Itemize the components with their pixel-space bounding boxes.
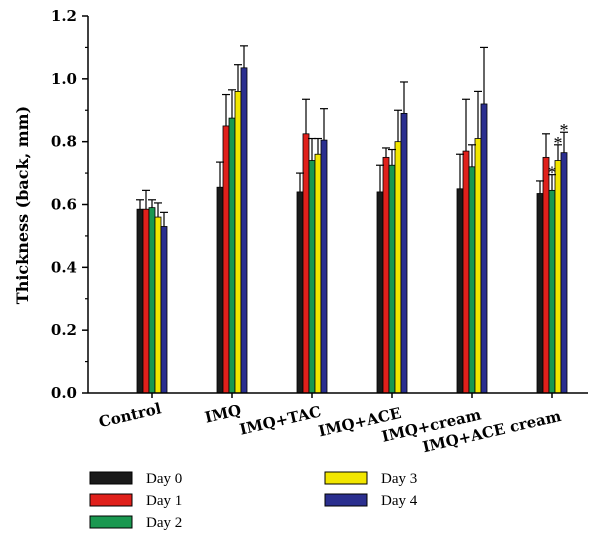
bar-imq-cream-day-0 [456, 188, 464, 394]
y-tick-label: 0.2 [51, 321, 77, 339]
y-tick-label: 0.0 [51, 384, 77, 402]
legend-label: Day 2 [146, 515, 182, 531]
bar-imq-ace-cream-day-2 [548, 189, 556, 394]
significance-markers: *** [548, 120, 569, 182]
bar-imq-ace-day-4 [400, 112, 408, 394]
legend-label: Day 0 [146, 471, 182, 487]
significance-star: * [560, 120, 569, 140]
x-axis: Control IMQIMQ+TACIMQ+ACEIMQ+creamIMQ+ACE… [88, 392, 588, 456]
bar-imq-cream-day-4 [480, 103, 488, 394]
x-category-label: IMQ [203, 401, 243, 427]
legend-swatch-day-4 [324, 493, 368, 507]
bar-imq-day-2 [228, 117, 236, 394]
bar-imq-day-0 [216, 186, 224, 394]
bar-imq-day-1 [222, 125, 230, 394]
legend-swatch-day-0 [89, 471, 133, 485]
bar-imq-day-4 [240, 67, 248, 394]
error-bars [136, 45, 568, 227]
y-tick-label: 0.6 [51, 196, 77, 214]
bar-imq-tac-day-0 [296, 191, 304, 394]
bar-imq-ace-day-0 [376, 191, 384, 394]
bar-imq-cream-day-1 [462, 150, 470, 394]
legend-label: Day 4 [381, 493, 418, 509]
y-axis-title: Thickness (back, mm) [13, 106, 32, 304]
bar-imq-ace-day-1 [382, 156, 390, 394]
x-category-label: IMQ+TAC [238, 402, 323, 438]
legend-label: Day 1 [146, 493, 182, 509]
bar-imq-ace-day-2 [388, 164, 396, 394]
legend-swatch-day-3 [324, 471, 368, 485]
bar-imq-ace-cream-day-4 [560, 152, 568, 394]
y-tick-label: 1.0 [51, 70, 77, 88]
legend-swatch-day-2 [89, 515, 133, 529]
significance-star: * [554, 133, 563, 153]
bar-control-day-4 [160, 226, 168, 394]
y-axis: 0.0 0.2 0.4 0.6 0.8 1.0 1.2 [51, 7, 89, 402]
bar-imq-tac-day-3 [314, 153, 322, 394]
bar-control-day-2 [148, 207, 156, 394]
bar-imq-ace-cream-day-0 [536, 193, 544, 394]
y-tick-label: 1.2 [51, 7, 77, 25]
x-category-label: Control [97, 399, 163, 431]
bar-imq-tac-day-2 [308, 160, 316, 394]
bar-imq-cream-day-2 [468, 166, 476, 394]
bar-imq-cream-day-3 [474, 138, 482, 394]
bar-imq-ace-cream-day-3 [554, 160, 562, 394]
bar-imq-tac-day-4 [320, 139, 328, 394]
bar-control-day-0 [136, 208, 144, 394]
legend-swatch-day-1 [89, 493, 133, 507]
bars [136, 67, 568, 394]
bar-imq-ace-cream-day-1 [542, 156, 550, 394]
significance-star: * [548, 163, 557, 183]
legend-label: Day 3 [381, 471, 417, 487]
bar-control-day-3 [154, 216, 162, 394]
bar-imq-ace-day-3 [394, 141, 402, 394]
y-tick-label: 0.8 [51, 133, 77, 151]
legend: Day 0 Day 1 Day 2 Day 3 Day 4 [89, 471, 418, 531]
bar-imq-day-3 [234, 91, 242, 394]
y-tick-label: 0.4 [51, 258, 77, 276]
bar-control-day-1 [142, 208, 150, 394]
